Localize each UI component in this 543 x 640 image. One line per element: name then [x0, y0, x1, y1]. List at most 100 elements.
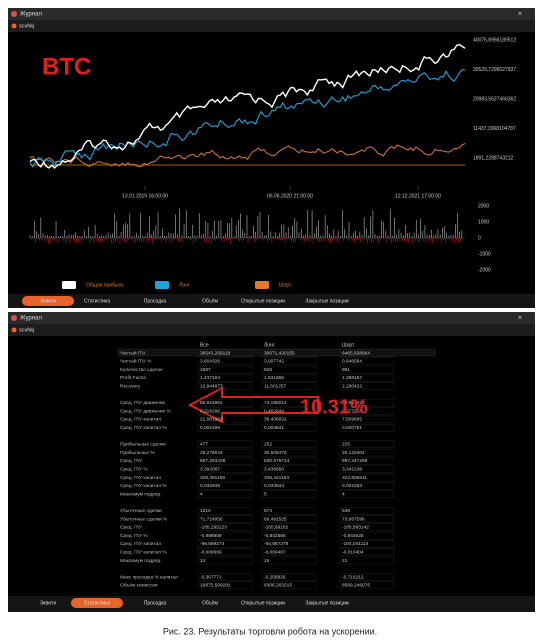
axis-label: 30529,7296027937: [473, 67, 516, 73]
tab[interactable]: Эквити: [40, 600, 57, 606]
table-cell: 30,508475: [264, 450, 287, 456]
tab-icon: [11, 327, 17, 333]
cell-box: [197, 357, 253, 365]
table-cell: -0,367771: [200, 574, 222, 580]
cell-box: [261, 490, 317, 498]
table-cell: 56,924861: [200, 400, 223, 406]
tab[interactable]: Закрытые позиции: [305, 298, 349, 304]
orange-line: [29, 143, 466, 168]
cell-box: [261, 357, 317, 365]
cell-box: [339, 515, 395, 523]
tab[interactable]: Статистика: [84, 600, 110, 606]
table-cell: -104,041114: [342, 541, 369, 547]
table-header: Все: [200, 342, 209, 348]
cell-box: [261, 465, 317, 473]
row-label: Сред. П\У капитал: [120, 475, 161, 481]
volume-label: 2000: [478, 203, 489, 209]
table-cell: 14: [200, 558, 206, 564]
tab[interactable]: Эквити: [40, 298, 57, 304]
table-cell: 0,003641: [264, 425, 284, 431]
window-top: [8, 8, 535, 308]
tab[interactable]: Открытые позиции: [241, 298, 285, 304]
window-bottom: [8, 312, 535, 612]
row-label: Сред. П\У %: [120, 533, 148, 539]
table-cell: 5: [264, 491, 267, 497]
cell-box: [197, 540, 253, 548]
cell-box: [197, 349, 253, 357]
cell-box: [339, 573, 395, 581]
tab[interactable]: Объём: [202, 298, 218, 304]
table-cell: 0,000751: [342, 425, 362, 431]
cell-box: [261, 457, 317, 465]
cell-box: [339, 581, 395, 590]
row-label: Сред. П\У: [120, 525, 143, 531]
table-cell: -0,944625: [342, 533, 364, 539]
cell-box: [197, 581, 253, 590]
tab[interactable]: Просадка: [144, 298, 167, 304]
row-label: Количество сделок: [120, 367, 163, 373]
table-header: Лонг: [264, 342, 275, 348]
volume-label: -2000: [478, 267, 491, 273]
tab[interactable]: Объём: [202, 600, 218, 606]
row-label: Макс просадка % капитал: [120, 574, 178, 580]
row-label: Сред. П\У %: [120, 466, 148, 472]
table-cell: 6465,838964: [342, 350, 370, 356]
cell-box: [261, 415, 317, 424]
row-label: Recovery: [120, 383, 141, 389]
cell-box: [197, 548, 253, 556]
row-label: Сред. П\У капитал: [120, 541, 161, 547]
legend-label: Общая прибыль: [86, 282, 124, 288]
cell-box: [261, 374, 317, 382]
table-cell: 12,944877: [200, 383, 223, 389]
row-label: Чистый П\У %: [120, 358, 152, 365]
tab[interactable]: Статистика: [84, 298, 110, 304]
table-cell: 71,724956: [200, 516, 223, 522]
axis-label: 20983,5627466362: [473, 96, 516, 102]
cell-box: [339, 407, 395, 415]
tab[interactable]: Закрытые позиции: [305, 600, 349, 606]
table-cell: 21: [342, 558, 348, 564]
legend-swatch: [62, 281, 76, 289]
cell-box: [197, 482, 253, 490]
tabs-bar: [8, 294, 535, 308]
axis-label: 1891,2288743212: [473, 155, 514, 161]
tab-label[interactable]: scvhkj: [19, 23, 34, 29]
tab[interactable]: Открытые позиции: [241, 600, 285, 606]
cell-box: [261, 573, 317, 581]
cell-box: [197, 424, 253, 432]
cell-box: [339, 357, 395, 365]
close-button[interactable]: ✕: [517, 12, 522, 18]
tab-icon: [11, 23, 17, 29]
volume-label: 0: [478, 235, 481, 241]
close-button[interactable]: ✕: [517, 316, 522, 322]
table-cell: 0,462844: [264, 408, 284, 414]
table-cell: 667,263438: [200, 458, 226, 464]
row-label: Максимум подряд: [120, 558, 160, 564]
cell-box: [261, 349, 317, 357]
cell-box: [339, 349, 395, 357]
tab-active[interactable]: [22, 296, 74, 306]
date-label: 06.06.2020 21:00:00: [267, 193, 313, 199]
table-cell: 69,491525: [264, 516, 287, 522]
table-cell: 861: [342, 367, 350, 373]
row-label: Максимум подряд: [120, 491, 160, 497]
cell-box: [261, 515, 317, 523]
tab-active[interactable]: [71, 598, 123, 608]
table-cell: -0,009969: [200, 549, 222, 555]
title-bar: [8, 8, 535, 20]
cell-box: [197, 365, 253, 374]
cell-box: [261, 407, 317, 415]
table-cell: 36543,259119: [200, 350, 231, 356]
table-cell: 0,172718: [342, 408, 362, 414]
cell-box: [339, 540, 395, 548]
row-label: Сред. П\У: [120, 458, 143, 464]
cell-box: [339, 415, 395, 424]
cell-box: [339, 424, 395, 432]
table-cell: 36,406931: [264, 417, 287, 423]
table-cell: 252: [264, 442, 272, 448]
tab[interactable]: Просадка: [144, 600, 167, 606]
table-cell: 630,675714: [264, 458, 290, 464]
table-cell: 1687: [200, 367, 211, 373]
table-cell: 11,601257: [264, 383, 287, 389]
tab-label[interactable]: scvhkj: [19, 327, 34, 333]
